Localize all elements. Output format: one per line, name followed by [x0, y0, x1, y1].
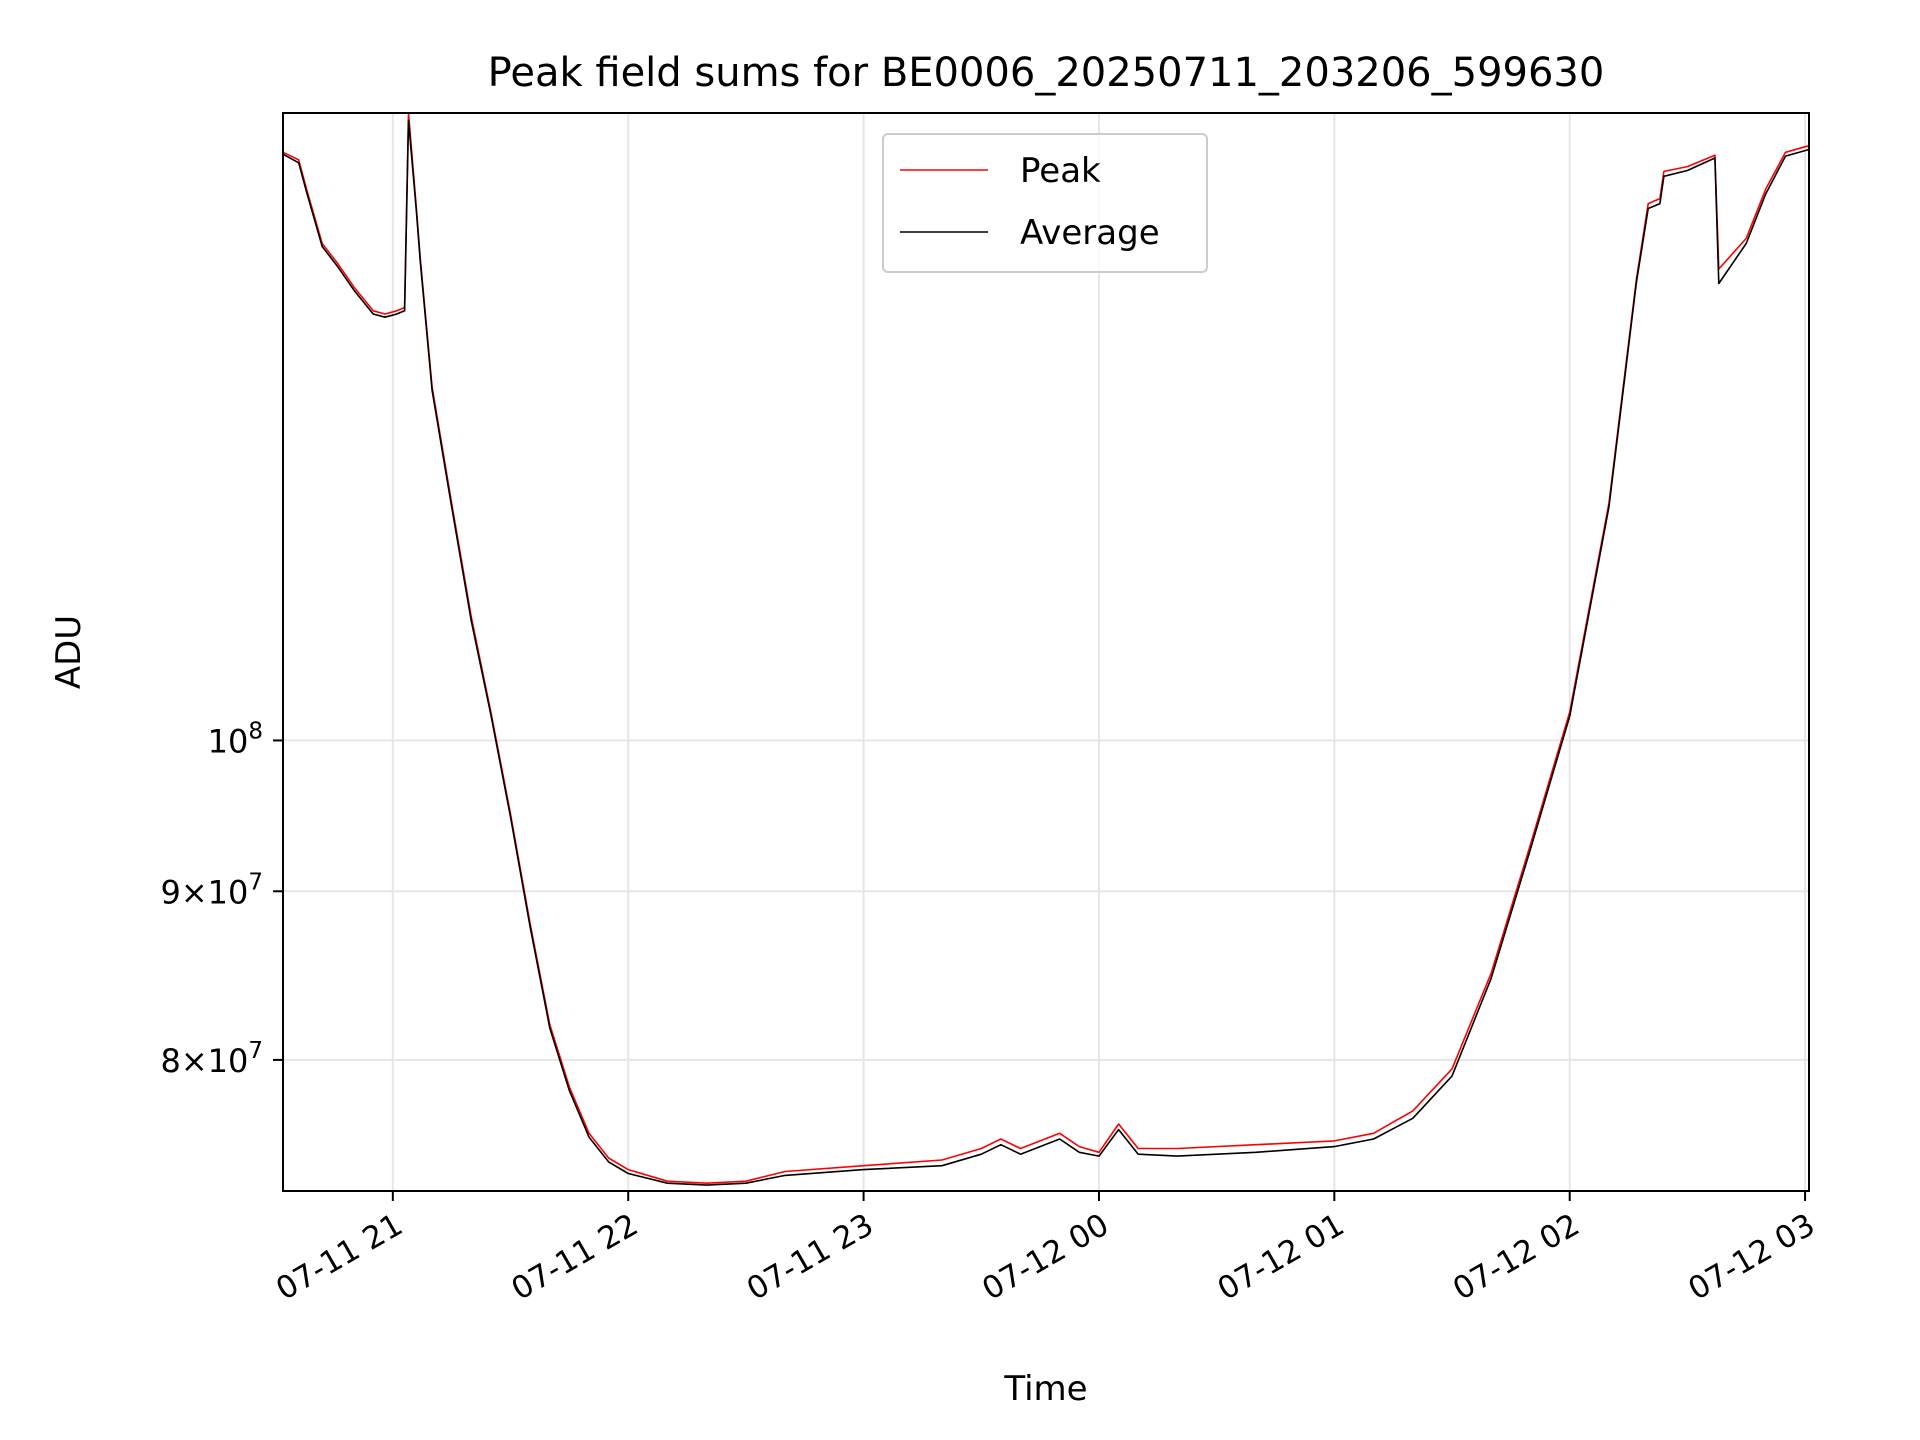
chart-title: Peak field sums for BE0006_20250711_2032…: [488, 50, 1605, 96]
y-tick-label: 8×107: [160, 1038, 263, 1080]
x-axis-label: Time: [1003, 1369, 1087, 1409]
y-axis-label: ADU: [49, 615, 89, 689]
grid: [283, 113, 1809, 1191]
y-tick-label: 108: [208, 718, 263, 760]
legend-label-average: Average: [1020, 213, 1160, 253]
y-tick-label: 9×107: [160, 869, 263, 911]
legend: Peak Average: [882, 133, 1208, 273]
legend-box: [882, 133, 1208, 273]
legend-label-peak: Peak: [1020, 151, 1101, 191]
series-lines: [282, 112, 1810, 1186]
plot-frame: [282, 112, 1810, 1192]
series-line-average: [282, 119, 1810, 1186]
